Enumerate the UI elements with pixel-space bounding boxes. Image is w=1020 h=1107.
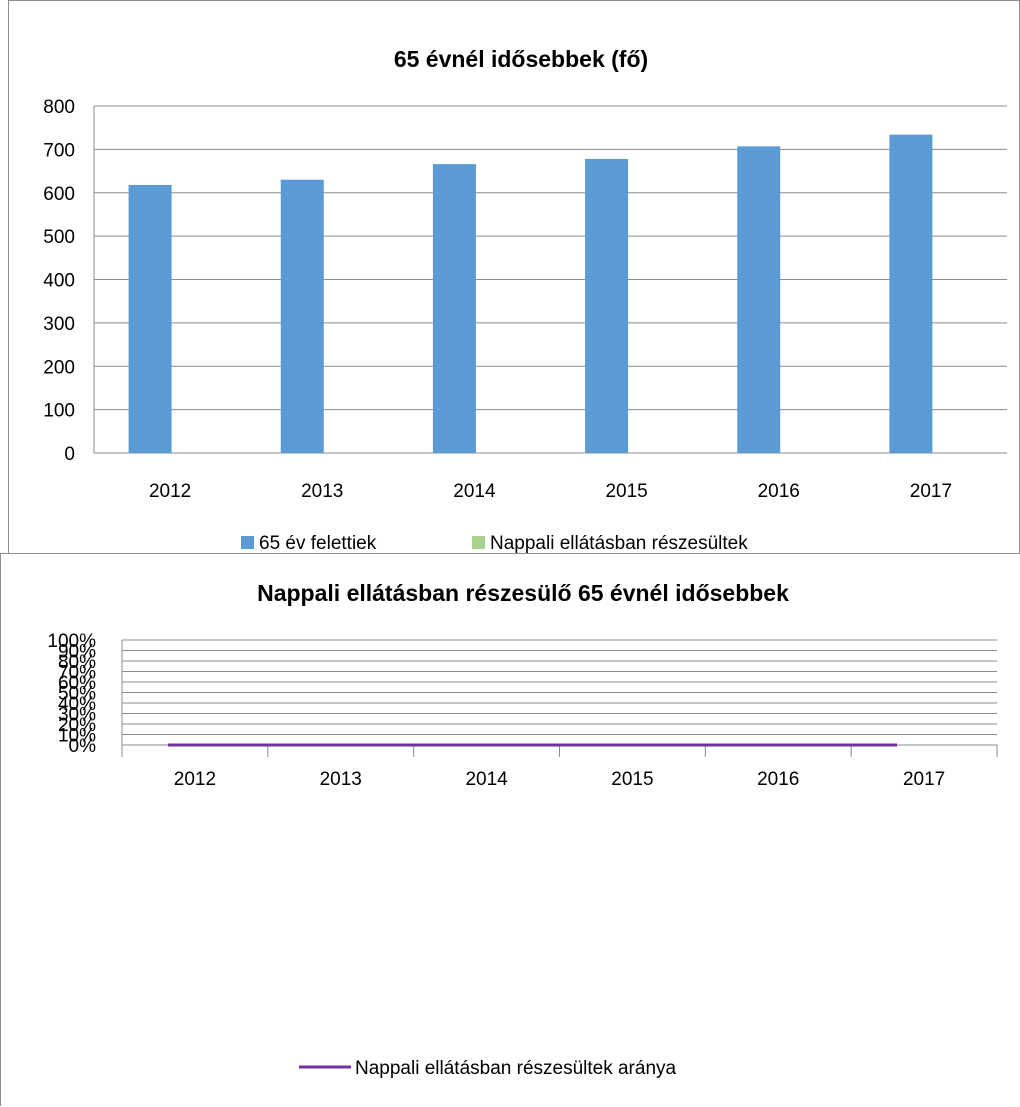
x-tick-label: 2013 <box>320 769 362 790</box>
y-tick-label: 500 <box>43 227 75 248</box>
y-tick-label: 80% <box>58 652 96 673</box>
line-chart-panel: Nappali ellátásban részesülő 65 évnél id… <box>0 553 1020 1106</box>
y-tick-label: 800 <box>43 97 75 118</box>
y-tick-label: 0 <box>64 444 75 465</box>
y-tick-label: 10% <box>58 726 96 747</box>
bar-2012 <box>128 184 172 453</box>
y-tick-label: 700 <box>43 140 75 161</box>
bar-2013 <box>280 179 324 454</box>
bar-chart: 65 évnél idősebbek (fő) 0 100 200 300 400 500… <box>43 46 1007 554</box>
bar-2016 <box>737 146 781 453</box>
x-tick-label: 2014 <box>453 481 496 502</box>
x-tick-label: 2017 <box>903 769 945 790</box>
x-tick-label: 2016 <box>757 769 799 790</box>
x-tick-label: 2015 <box>605 481 647 502</box>
chart-title: Nappali ellátásban részesülő 65 évnél id… <box>257 580 789 606</box>
y-tick-label: 400 <box>43 271 75 292</box>
y-tick-label: 90% <box>58 642 96 663</box>
y-tick-label: 100% <box>47 631 96 652</box>
line-chart: Nappali ellátásban részesülő 65 évnél id… <box>47 580 998 1079</box>
x-tick-label: 2017 <box>910 481 952 502</box>
y-tick-label: 60% <box>58 673 96 694</box>
y-tick-label: 0% <box>69 736 97 757</box>
legend: 65 év felettiek Nappali ellátásban része… <box>241 533 748 554</box>
y-tick-label: 100 <box>43 401 75 422</box>
legend-swatch-nappali <box>472 536 485 549</box>
x-tick-label: 2015 <box>611 769 653 790</box>
y-tick-label: 200 <box>43 357 75 378</box>
x-tick-label: 2014 <box>465 769 508 790</box>
y-tick-label: 50% <box>58 684 96 705</box>
y-tick-label: 600 <box>43 184 75 205</box>
x-tick-label: 2012 <box>174 769 216 790</box>
bar-2017 <box>889 134 933 453</box>
y-tick-label: 20% <box>58 715 96 736</box>
bar-chart-panel: 65 évnél idősebbek (fő) 0 100 200 300 400 500… <box>8 0 1020 582</box>
bar-2015 <box>585 158 629 454</box>
bar-2014 <box>432 164 476 453</box>
y-tick-label: 30% <box>58 705 96 726</box>
legend: Nappali ellátásban részesültek aránya <box>299 1058 677 1079</box>
y-tick-label: 300 <box>43 314 75 335</box>
x-tick-label: 2016 <box>758 481 800 502</box>
legend-label-arany: Nappali ellátásban részesültek aránya <box>355 1058 677 1079</box>
legend-label-nappali: Nappali ellátásban részesültek <box>490 533 748 554</box>
legend-label-65-ev-felettiek: 65 év felettiek <box>259 533 377 554</box>
legend-swatch-65-ev-felettiek <box>241 536 254 549</box>
x-tick-label: 2012 <box>149 481 191 502</box>
x-tick-label: 2013 <box>301 481 343 502</box>
y-tick-label: 70% <box>58 663 96 684</box>
chart-title: 65 évnél idősebbek (fő) <box>394 46 648 72</box>
y-tick-label: 40% <box>58 694 96 715</box>
